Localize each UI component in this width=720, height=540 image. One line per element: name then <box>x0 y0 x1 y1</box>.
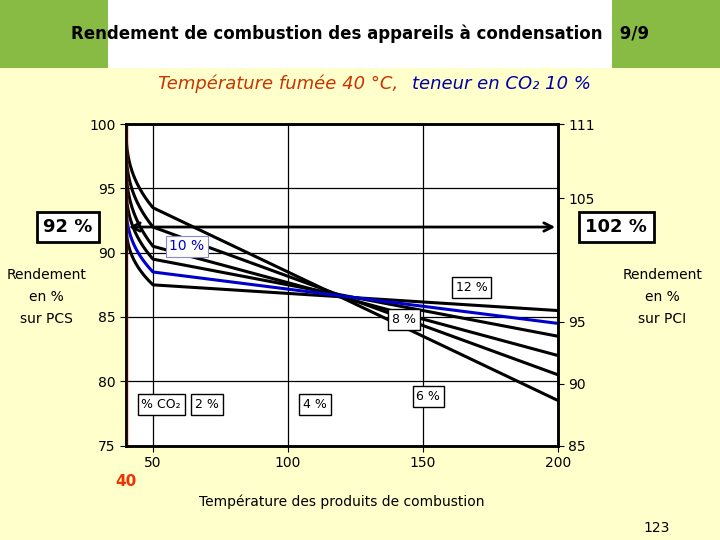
Text: 102 %: 102 % <box>585 218 647 236</box>
Text: 123: 123 <box>643 521 670 535</box>
Text: % CO₂: % CO₂ <box>141 398 181 411</box>
Text: 12 %: 12 % <box>456 281 487 294</box>
Text: Rendement: Rendement <box>623 268 702 282</box>
Bar <box>0 0 108 68</box>
Text: sur PCI: sur PCI <box>639 312 686 326</box>
Text: 6 %: 6 % <box>416 390 441 403</box>
Text: 40: 40 <box>115 474 137 489</box>
Text: Rendement: Rendement <box>7 268 86 282</box>
Text: sur PCS: sur PCS <box>20 312 73 326</box>
Text: 2 %: 2 % <box>195 398 219 411</box>
Text: 4 %: 4 % <box>303 398 327 411</box>
Bar <box>612 0 720 68</box>
Text: 92 %: 92 % <box>43 218 92 236</box>
Text: teneur en CO₂ 10 %: teneur en CO₂ 10 % <box>389 75 591 93</box>
Text: en %: en % <box>645 290 680 304</box>
Text: Rendement de combustion des appareils à condensation   9/9: Rendement de combustion des appareils à … <box>71 24 649 43</box>
Text: Température fumée 40 °C,: Température fumée 40 °C, <box>158 75 399 93</box>
X-axis label: Température des produits de combustion: Température des produits de combustion <box>199 495 485 509</box>
Text: 10 %: 10 % <box>169 239 204 253</box>
Text: en %: en % <box>30 290 64 304</box>
Text: 8 %: 8 % <box>392 313 416 326</box>
Bar <box>108 0 612 68</box>
